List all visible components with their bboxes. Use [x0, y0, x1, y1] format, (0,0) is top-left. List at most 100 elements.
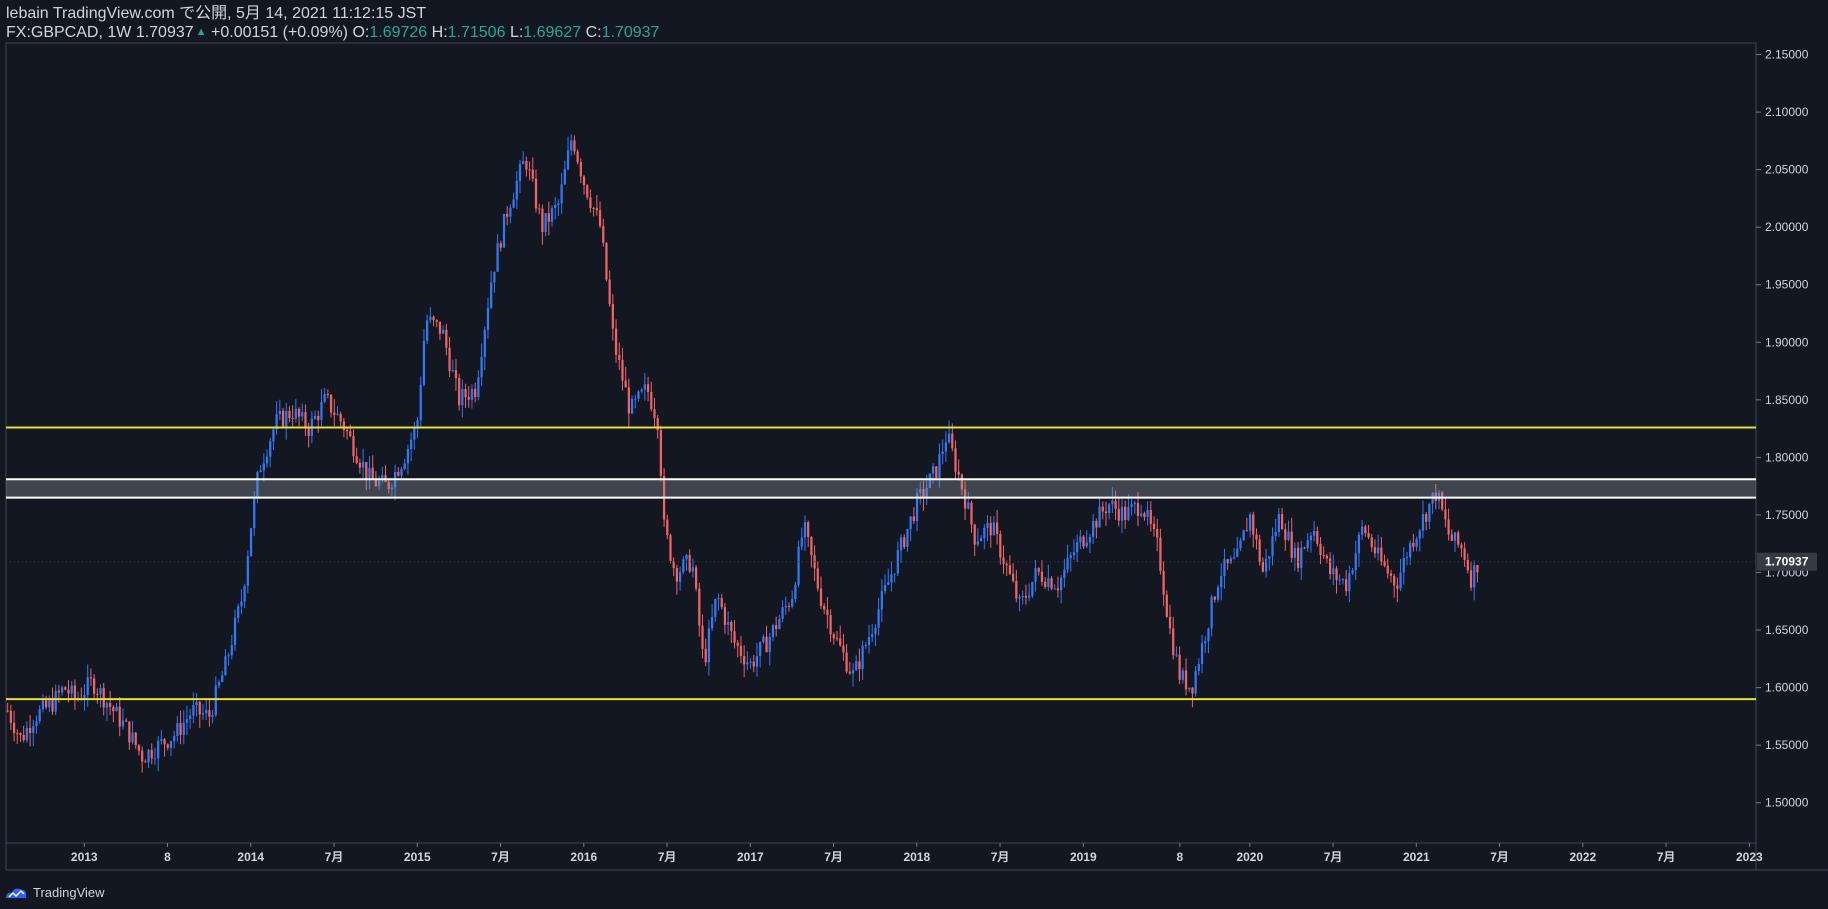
- candle-body: [627, 387, 630, 414]
- candle-body: [794, 584, 797, 600]
- candle-body: [829, 615, 832, 635]
- candle-body: [502, 214, 506, 248]
- chart-header: lebain TradingView.com で公開, 5月 14, 2021 …: [6, 4, 659, 42]
- candle-body: [461, 389, 464, 406]
- candle-body: [1441, 492, 1444, 510]
- candle-body: [361, 461, 365, 468]
- candle-body: [365, 461, 368, 479]
- candle-body: [970, 502, 973, 525]
- candle-body: [1044, 581, 1047, 587]
- candle-body: [739, 645, 743, 656]
- candle-body: [474, 388, 477, 398]
- time-tick-label: 2015: [404, 850, 431, 864]
- candle-body: [189, 715, 192, 720]
- candle-body: [246, 556, 249, 587]
- price-axis[interactable]: 1.500001.550001.600001.650001.700001.750…: [1756, 48, 1817, 810]
- time-axis[interactable]: 2013 8 2014 7月 2015 7月 2016 7月 2017 7月 2018 7月 2019 8…: [71, 843, 1763, 864]
- candle-body: [493, 271, 496, 283]
- candle-body: [522, 161, 525, 165]
- candle-body: [294, 408, 297, 419]
- candle-body: [141, 750, 144, 762]
- candle-body: [1412, 542, 1415, 547]
- candle-body: [778, 618, 781, 629]
- candle-body: [874, 627, 877, 635]
- candle-body: [99, 687, 102, 695]
- candle-body: [499, 243, 502, 248]
- candle-body: [1188, 687, 1191, 690]
- candle-body: [1152, 523, 1156, 529]
- candle-body: [166, 744, 169, 748]
- candle-body: [442, 329, 445, 334]
- candle-body: [903, 537, 906, 548]
- candle-body: [1335, 568, 1338, 580]
- candle-body: [1168, 616, 1172, 629]
- candle-body: [534, 178, 538, 209]
- candle-body: [32, 726, 35, 734]
- candle-body: [1357, 534, 1361, 554]
- candle-body: [490, 282, 493, 308]
- candle-body: [650, 391, 653, 410]
- candle-body: [714, 598, 717, 618]
- candle-body: [185, 719, 189, 723]
- candle-body: [1143, 513, 1146, 518]
- candle-body: [1018, 597, 1021, 599]
- candle-body: [44, 700, 48, 708]
- candle-body: [1085, 542, 1088, 547]
- candle-body: [544, 213, 547, 233]
- candle-body: [877, 609, 880, 628]
- candle-body: [374, 479, 378, 487]
- last-price: 1.70937: [135, 24, 194, 41]
- candle-body: [400, 468, 403, 476]
- candle-body: [102, 687, 105, 708]
- candle-body: [349, 431, 352, 436]
- candle-body: [1332, 568, 1335, 575]
- candle-body: [1290, 531, 1293, 558]
- candle-body: [1021, 595, 1024, 598]
- low-value: 1.69627: [523, 24, 582, 41]
- candle-body: [666, 519, 669, 536]
- time-tick-label: 7月: [1324, 850, 1343, 864]
- candle-body: [121, 720, 125, 727]
- candle-body: [48, 700, 51, 708]
- price-tick-label: 1.55000: [1765, 738, 1809, 752]
- time-tick-label: 7月: [325, 850, 344, 864]
- candle-body: [1457, 532, 1460, 545]
- candle-body: [1444, 509, 1447, 520]
- price-tick-label: 1.60000: [1765, 681, 1809, 695]
- tradingview-logo-icon: [6, 888, 27, 898]
- candle-body: [1088, 536, 1092, 543]
- resistance-zone[interactable]: [6, 479, 1756, 498]
- candle-body: [1280, 513, 1284, 530]
- candle-body: [1351, 570, 1354, 574]
- candle-body: [137, 745, 141, 751]
- candle-body: [41, 700, 45, 710]
- candle-body: [1306, 540, 1309, 549]
- candle-body: [643, 384, 646, 390]
- candle-body: [1031, 581, 1034, 596]
- candle-body: [614, 328, 618, 355]
- candle-body: [1322, 554, 1325, 556]
- candle-body: [1383, 561, 1386, 566]
- candle-body: [253, 497, 256, 529]
- candle-body: [480, 356, 483, 378]
- candle-body: [704, 648, 707, 663]
- candle-body: [313, 415, 317, 419]
- candle-body: [105, 702, 109, 708]
- candle-body: [951, 433, 954, 449]
- candle-body: [496, 243, 499, 272]
- candle-body: [486, 307, 490, 330]
- candle-body: [195, 701, 198, 705]
- candle-body: [454, 370, 458, 378]
- candle-body: [413, 426, 416, 440]
- candle-body: [89, 677, 93, 679]
- up-arrow-icon: ▲: [195, 26, 207, 38]
- candle-body: [746, 662, 749, 665]
- candle-body: [736, 642, 739, 646]
- candle-body: [153, 758, 157, 760]
- candle-body: [1216, 587, 1220, 600]
- price-tick-label: 1.80000: [1765, 450, 1809, 464]
- tradingview-brand[interactable]: TradingView: [4, 885, 105, 900]
- candle-body: [1181, 670, 1184, 680]
- time-tick-label: 2020: [1236, 850, 1263, 864]
